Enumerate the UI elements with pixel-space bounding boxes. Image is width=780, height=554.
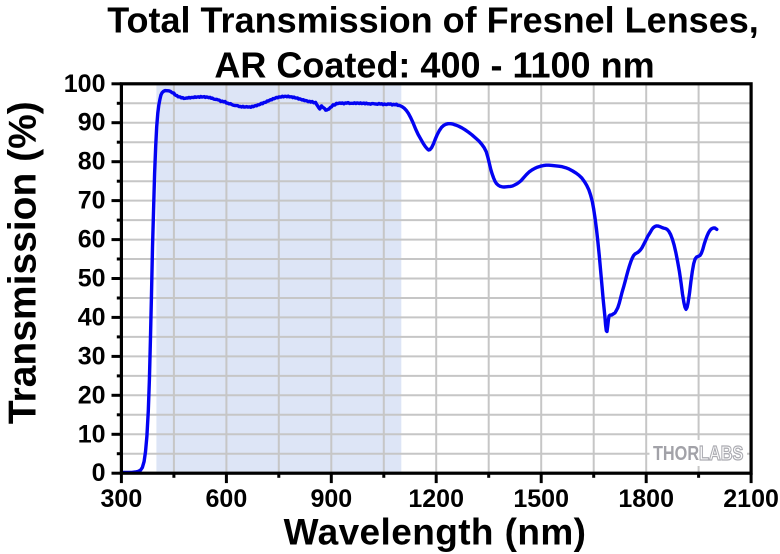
svg-text:0: 0 bbox=[92, 459, 106, 487]
svg-text:Transmission (%): Transmission (%) bbox=[2, 101, 45, 424]
svg-text:LABS: LABS bbox=[699, 441, 743, 464]
svg-text:1200: 1200 bbox=[408, 485, 464, 513]
svg-text:300: 300 bbox=[101, 485, 143, 513]
svg-text:60: 60 bbox=[78, 226, 106, 254]
svg-text:10: 10 bbox=[78, 420, 106, 448]
svg-text:2100: 2100 bbox=[723, 485, 779, 513]
svg-text:THOR: THOR bbox=[653, 441, 700, 464]
svg-text:50: 50 bbox=[78, 265, 106, 293]
svg-text:70: 70 bbox=[78, 187, 106, 215]
svg-text:1800: 1800 bbox=[618, 485, 674, 513]
svg-text:AR Coated: 400 - 1100 nm: AR Coated: 400 - 1100 nm bbox=[214, 45, 654, 86]
svg-text:1500: 1500 bbox=[513, 485, 569, 513]
svg-text:Wavelength (nm): Wavelength (nm) bbox=[284, 511, 587, 552]
svg-text:90: 90 bbox=[78, 109, 106, 137]
svg-text:30: 30 bbox=[78, 342, 106, 370]
svg-text:600: 600 bbox=[206, 485, 248, 513]
svg-text:80: 80 bbox=[78, 148, 106, 176]
svg-text:900: 900 bbox=[310, 485, 352, 513]
svg-text:20: 20 bbox=[78, 381, 106, 409]
svg-text:Total Transmission of Fresnel: Total Transmission of Fresnel Lenses, bbox=[107, 0, 759, 41]
svg-text:100: 100 bbox=[64, 70, 106, 98]
svg-text:40: 40 bbox=[78, 303, 106, 331]
